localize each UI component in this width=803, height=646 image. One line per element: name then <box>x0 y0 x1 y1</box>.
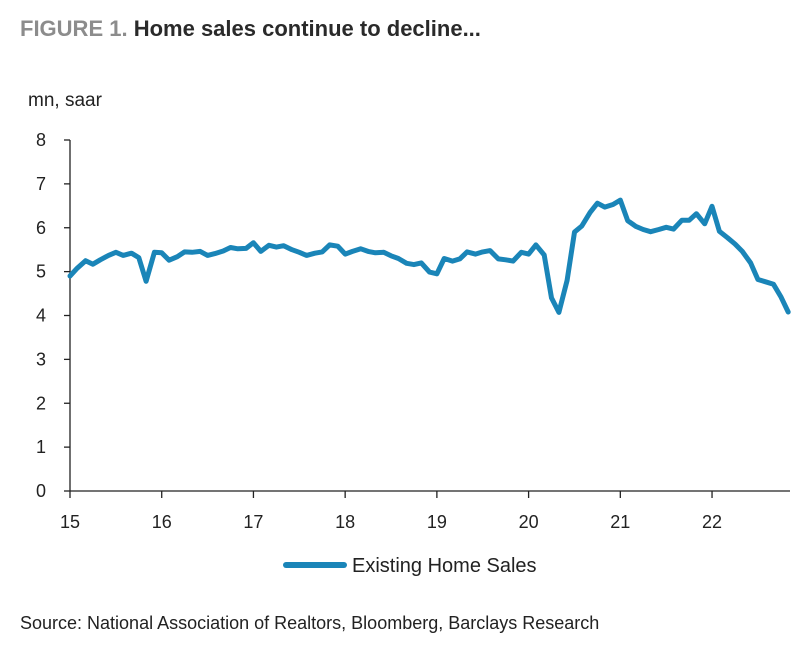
y-tick-label-1: 1 <box>36 437 46 457</box>
y-tick-label-2: 2 <box>36 393 46 413</box>
x-tick-label-22: 22 <box>702 512 722 532</box>
y-tick-label-7: 7 <box>36 174 46 194</box>
legend-label-existing-home-sales: Existing Home Sales <box>352 555 537 577</box>
chart-legend: Existing Home Sales <box>283 555 537 577</box>
x-tick-label-20: 20 <box>519 512 539 532</box>
x-tick-label-19: 19 <box>427 512 447 532</box>
x-tick-label-18: 18 <box>335 512 355 532</box>
series-line-existing-home-sales <box>67 197 791 315</box>
y-tick-label-8: 8 <box>36 130 46 150</box>
y-tick-label-5: 5 <box>36 262 46 282</box>
chart-axes: 0 1 2 3 4 5 6 7 8 15 16 17 18 19 20 21 22 <box>36 130 790 532</box>
x-tick-label-15: 15 <box>60 512 80 532</box>
y-tick-label-6: 6 <box>36 218 46 238</box>
figure-heading: Home sales continue to decline... <box>133 16 481 41</box>
x-tick-label-16: 16 <box>152 512 172 532</box>
x-tick-label-21: 21 <box>610 512 630 532</box>
x-tick-label-17: 17 <box>243 512 263 532</box>
y-tick-label-0: 0 <box>36 481 46 501</box>
y-axis-unit-label: mn, saar <box>28 90 102 111</box>
y-tick-label-4: 4 <box>36 306 46 326</box>
source-note: Source: National Association of Realtors… <box>20 613 600 633</box>
chart-series-layer <box>67 197 791 315</box>
figure-label: FIGURE 1. <box>20 16 128 41</box>
figure-title: FIGURE 1. Home sales continue to decline… <box>20 16 481 42</box>
y-tick-label-3: 3 <box>36 349 46 369</box>
